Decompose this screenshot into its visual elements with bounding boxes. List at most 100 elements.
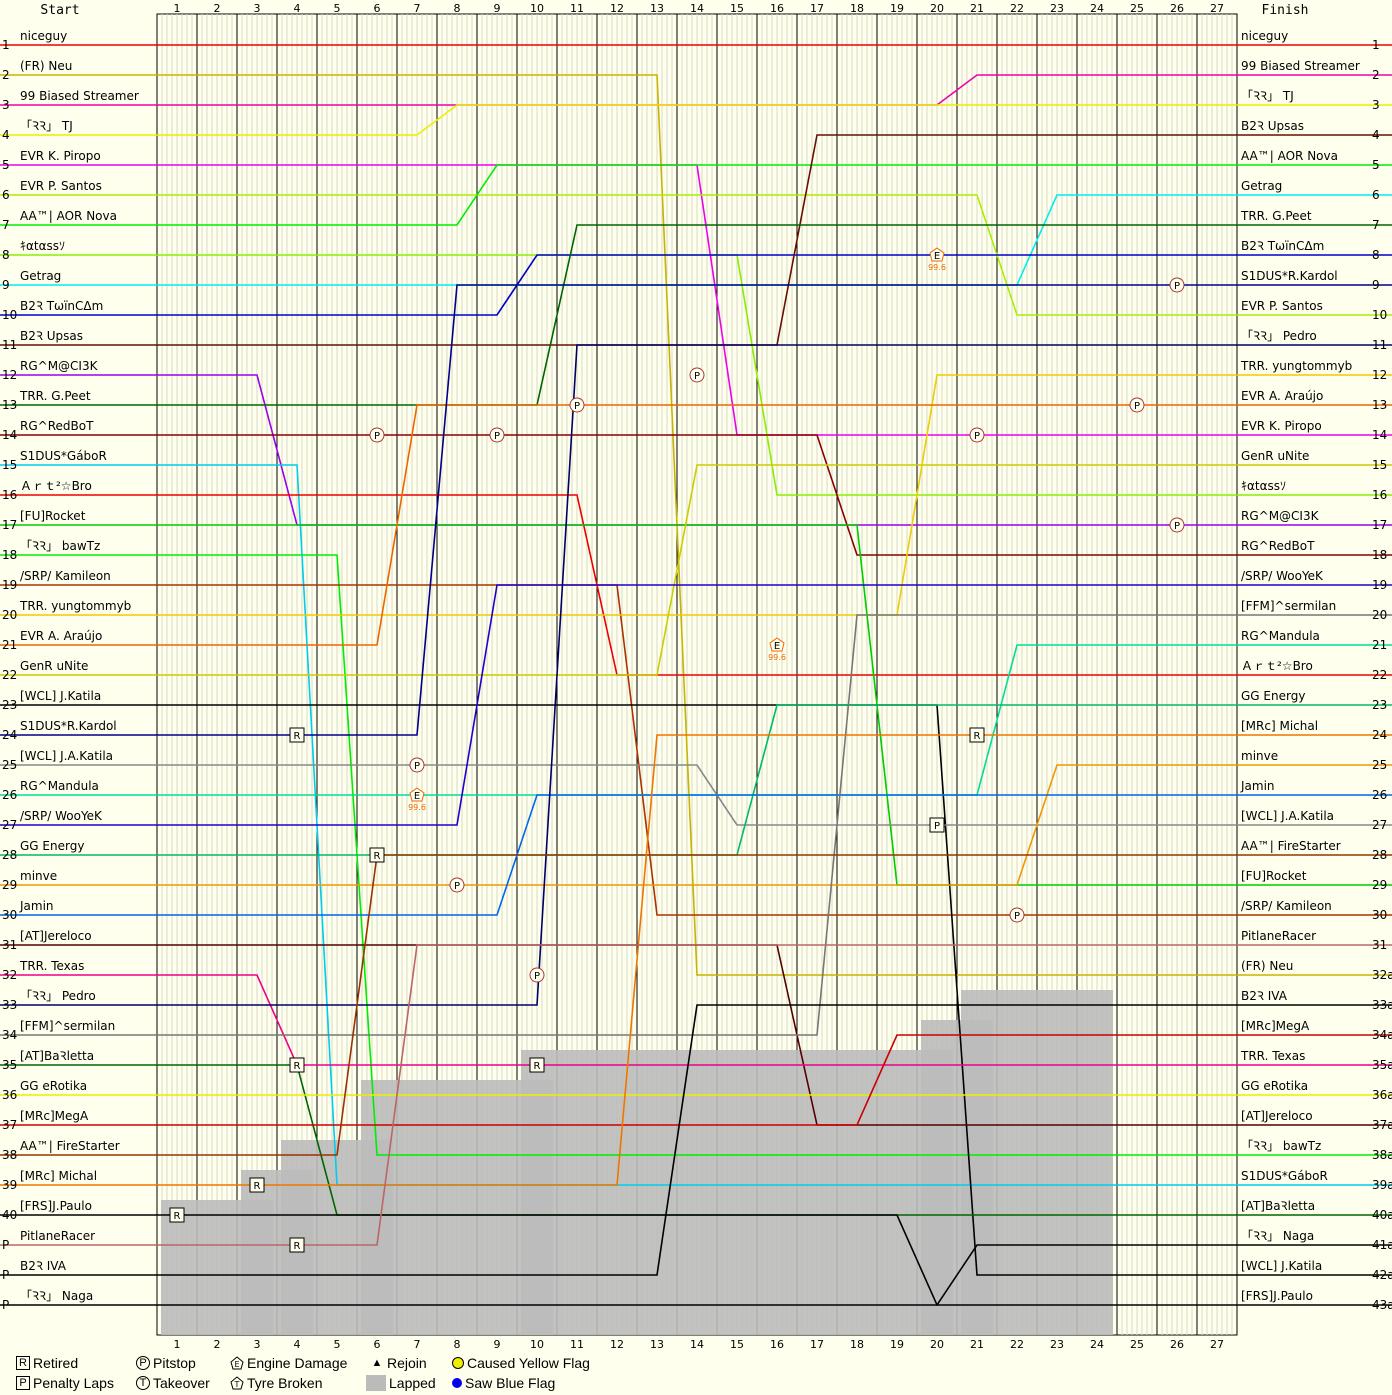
finish-header: Finish <box>1262 3 1309 18</box>
finish-driver-name: 「ꝚꝚ」 Naga <box>1241 1229 1314 1243</box>
lap-tick-bottom: 13 <box>650 1338 664 1350</box>
start-position: 17 <box>2 518 17 532</box>
start-position: 39 <box>2 1178 17 1192</box>
driver-line <box>0 224 1392 406</box>
finish-position: 14 <box>1372 428 1387 442</box>
finish-driver-name: RG^M@CI3K <box>1241 509 1320 523</box>
finish-driver-name: 「ꝚꝚ」 bawTz <box>1241 1139 1321 1153</box>
start-driver-name: [WCL] J.A.Katila <box>20 749 113 763</box>
driver-line <box>0 74 1392 106</box>
driver-line <box>0 254 1392 496</box>
start-driver-name: (FR) Neu <box>20 59 72 73</box>
start-position: 27 <box>2 818 17 832</box>
start-driver-name: GG Energy <box>20 839 84 853</box>
start-driver-name: Jamin <box>19 899 54 913</box>
svg-text:T: T <box>234 1380 240 1389</box>
finish-position: 9 <box>1372 278 1380 292</box>
finish-driver-name: GG eRotika <box>1241 1079 1308 1093</box>
tyre-broken-icon: T <box>230 1376 244 1390</box>
finish-position: 38a <box>1372 1148 1392 1162</box>
legend-rejoin: ▲ Rejoin <box>371 1355 427 1371</box>
lap-tick-top: 19 <box>890 2 904 15</box>
driver-line <box>0 464 1392 676</box>
finish-position: 33a <box>1372 998 1392 1012</box>
start-position: 5 <box>2 158 10 172</box>
pitstop-marker: P <box>449 877 465 893</box>
finish-position: 26 <box>1372 788 1387 802</box>
rejoin-icon: ▲ <box>371 1357 383 1369</box>
svg-text:E: E <box>934 251 940 262</box>
start-driver-name: [FU]Rocket <box>20 509 86 523</box>
start-position: 22 <box>2 668 17 682</box>
start-driver-name: EVR P. Santos <box>20 179 102 193</box>
finish-position: 7 <box>1372 218 1380 232</box>
lap-tick-top: 25 <box>1130 2 1144 15</box>
finish-driver-name: EVR A. Araújo <box>1241 389 1323 403</box>
start-position: 1 <box>2 38 10 52</box>
finish-position: 2 <box>1372 68 1380 82</box>
finish-driver-name: 「ꝚꝚ」 TJ <box>1241 89 1294 103</box>
start-position: 14 <box>2 428 17 442</box>
engine-damage-icon: E <box>230 1356 244 1370</box>
svg-text:E: E <box>234 1360 239 1369</box>
finish-position: 13 <box>1372 398 1387 412</box>
finish-driver-name: TRR. Texas <box>1240 1049 1305 1063</box>
finish-driver-name: Getrag <box>1241 179 1282 193</box>
start-driver-name: RG^M@CI3K <box>20 359 99 373</box>
finish-driver-name: [AT]BaꝚletta <box>1241 1199 1315 1213</box>
svg-text:R: R <box>294 1241 301 1252</box>
svg-text:P: P <box>374 431 380 442</box>
finish-position: 35a <box>1372 1058 1392 1072</box>
finish-position: 39a <box>1372 1178 1392 1192</box>
svg-text:P: P <box>974 431 980 442</box>
start-position: 25 <box>2 758 17 772</box>
start-position: 20 <box>2 608 17 622</box>
legend-yellow: Caused Yellow Flag <box>452 1355 590 1371</box>
finish-driver-name: GenR uNite <box>1241 449 1309 463</box>
pitstop-marker: P <box>489 427 505 443</box>
start-driver-name: [AT]BaꝚletta <box>20 1049 94 1063</box>
driver-line <box>0 644 1392 796</box>
finish-driver-name: [FFM]^sermilan <box>1241 599 1336 613</box>
legend: R Retired P Penalty Laps P Pitstop T Tak… <box>16 1355 636 1395</box>
driver-line <box>0 1214 1392 1306</box>
lapped-block <box>961 990 1113 1335</box>
start-driver-name: [MRc] Michal <box>20 1169 97 1183</box>
start-driver-name: Ａｒｔ²☆Bro <box>20 479 92 493</box>
pitstop-marker: P <box>1009 907 1025 923</box>
lap-tick-bottom: 19 <box>890 1338 904 1350</box>
lap-tick-bottom: 26 <box>1170 1338 1184 1350</box>
svg-text:P: P <box>1174 521 1180 532</box>
lap-tick-bottom: 12 <box>610 1338 624 1350</box>
finish-driver-name: B2Ꝛ IVA <box>1241 989 1288 1003</box>
svg-text:R: R <box>254 1181 261 1192</box>
start-driver-name: B2Ꝛ IVA <box>20 1259 67 1273</box>
pitstop-marker: P <box>569 397 585 413</box>
start-position: 6 <box>2 188 10 202</box>
lap-tick-top: 5 <box>334 2 341 15</box>
legend-engine: E Engine Damage <box>230 1355 347 1371</box>
driver-line <box>0 134 1392 346</box>
finish-driver-name: [FRS]J.Paulo <box>1241 1289 1313 1303</box>
lap-tick-bottom: 14 <box>690 1338 704 1350</box>
lap-tick-top: 24 <box>1090 2 1104 15</box>
driver-line <box>0 374 1392 616</box>
pitstop-marker: P <box>1169 277 1185 293</box>
start-position: 29 <box>2 878 17 892</box>
start-driver-name: 99 Biased Streamer <box>20 89 139 103</box>
engine-damage-marker: 99.6E <box>768 637 786 662</box>
finish-position: 12 <box>1372 368 1387 382</box>
start-position: P <box>2 1298 9 1312</box>
penalty-icon: P <box>16 1376 30 1390</box>
legend-blue: Saw Blue Flag <box>452 1375 555 1391</box>
svg-text:99.6: 99.6 <box>928 263 946 272</box>
start-position: 8 <box>2 248 10 262</box>
finish-driver-name: EVR K. Piropo <box>1241 419 1322 433</box>
lap-tick-top: 10 <box>530 2 544 15</box>
svg-text:E: E <box>414 791 420 802</box>
lap-tick-top: 18 <box>850 2 864 15</box>
start-position: 10 <box>2 308 17 322</box>
finish-position: 11 <box>1372 338 1387 352</box>
lap-tick-bottom: 15 <box>730 1338 744 1350</box>
